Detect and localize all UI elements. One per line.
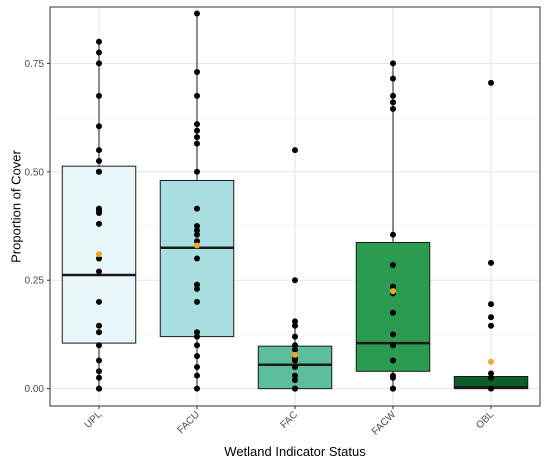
- data-point: [390, 75, 396, 82]
- data-point: [292, 322, 298, 329]
- data-point: [194, 231, 200, 238]
- data-point: [96, 374, 102, 381]
- data-point: [194, 223, 200, 230]
- data-point: [292, 357, 298, 364]
- data-point: [390, 357, 396, 364]
- data-point: [292, 372, 298, 379]
- data-point: [194, 205, 200, 212]
- data-point: [96, 92, 102, 99]
- data-point: [488, 79, 494, 86]
- y-tick-label: 0.25: [25, 276, 45, 287]
- data-point: [194, 333, 200, 340]
- data-point: [488, 370, 494, 377]
- data-point: [194, 10, 200, 17]
- x-axis-title: Wetland Indicator Status: [224, 444, 366, 459]
- data-point: [488, 385, 494, 392]
- data-point: [194, 298, 200, 305]
- data-point: [194, 285, 200, 292]
- data-point: [390, 105, 396, 112]
- data-point: [194, 134, 200, 141]
- data-point: [292, 376, 298, 383]
- data-point: [194, 363, 200, 370]
- data-point: [96, 255, 102, 262]
- data-point: [390, 99, 396, 106]
- data-points: [96, 10, 494, 392]
- data-point: [488, 322, 494, 329]
- data-point: [194, 385, 200, 392]
- data-point: [194, 372, 200, 379]
- data-point: [96, 157, 102, 164]
- data-point: [292, 333, 298, 340]
- data-point: [96, 38, 102, 45]
- data-point: [390, 385, 396, 392]
- data-point: [96, 49, 102, 56]
- data-point: [96, 329, 102, 336]
- mean-point: [194, 242, 200, 249]
- mean-point: [390, 288, 396, 295]
- data-point: [390, 262, 396, 269]
- data-point: [292, 363, 298, 370]
- data-point: [96, 210, 102, 217]
- data-point: [292, 318, 298, 325]
- data-point: [96, 298, 102, 305]
- mean-point: [96, 251, 102, 258]
- data-point: [292, 385, 298, 392]
- data-point: [194, 92, 200, 99]
- data-point: [194, 238, 200, 245]
- data-point: [96, 268, 102, 275]
- data-point: [194, 140, 200, 147]
- y-tick-label: 0.75: [25, 59, 45, 70]
- data-point: [390, 92, 396, 99]
- box-facw: [355, 241, 431, 372]
- data-point: [292, 346, 298, 353]
- data-point: [96, 342, 102, 349]
- data-point: [194, 227, 200, 234]
- data-point: [194, 127, 200, 134]
- data-point: [194, 329, 200, 336]
- data-point: [390, 231, 396, 238]
- data-point: [96, 357, 102, 364]
- data-point: [194, 353, 200, 360]
- y-tick-label: 0.50: [25, 167, 45, 178]
- mean-point: [292, 351, 298, 358]
- data-point: [390, 374, 396, 381]
- data-point: [488, 301, 494, 308]
- data-point: [96, 368, 102, 375]
- data-point: [96, 60, 102, 67]
- data-point: [194, 281, 200, 288]
- data-point: [488, 259, 494, 266]
- data-point: [194, 342, 200, 349]
- data-point: [488, 314, 494, 321]
- data-point: [292, 342, 298, 349]
- data-point: [390, 309, 396, 316]
- data-point: [96, 168, 102, 175]
- data-point: [390, 331, 396, 338]
- mean-point: [488, 358, 494, 365]
- data-point: [96, 147, 102, 154]
- data-point: [488, 374, 494, 381]
- data-point: [292, 147, 298, 154]
- data-point: [194, 69, 200, 76]
- data-point: [194, 168, 200, 175]
- data-point: [96, 220, 102, 227]
- data-point: [194, 121, 200, 128]
- y-axis-title: Proportion of Cover: [9, 149, 24, 262]
- data-point: [390, 60, 396, 67]
- data-point: [96, 123, 102, 130]
- data-point: [390, 283, 396, 290]
- data-point: [292, 277, 298, 284]
- data-point: [96, 322, 102, 329]
- data-point: [390, 342, 396, 349]
- y-tick-label: 0.00: [25, 384, 45, 395]
- data-point: [194, 255, 200, 262]
- data-point: [96, 385, 102, 392]
